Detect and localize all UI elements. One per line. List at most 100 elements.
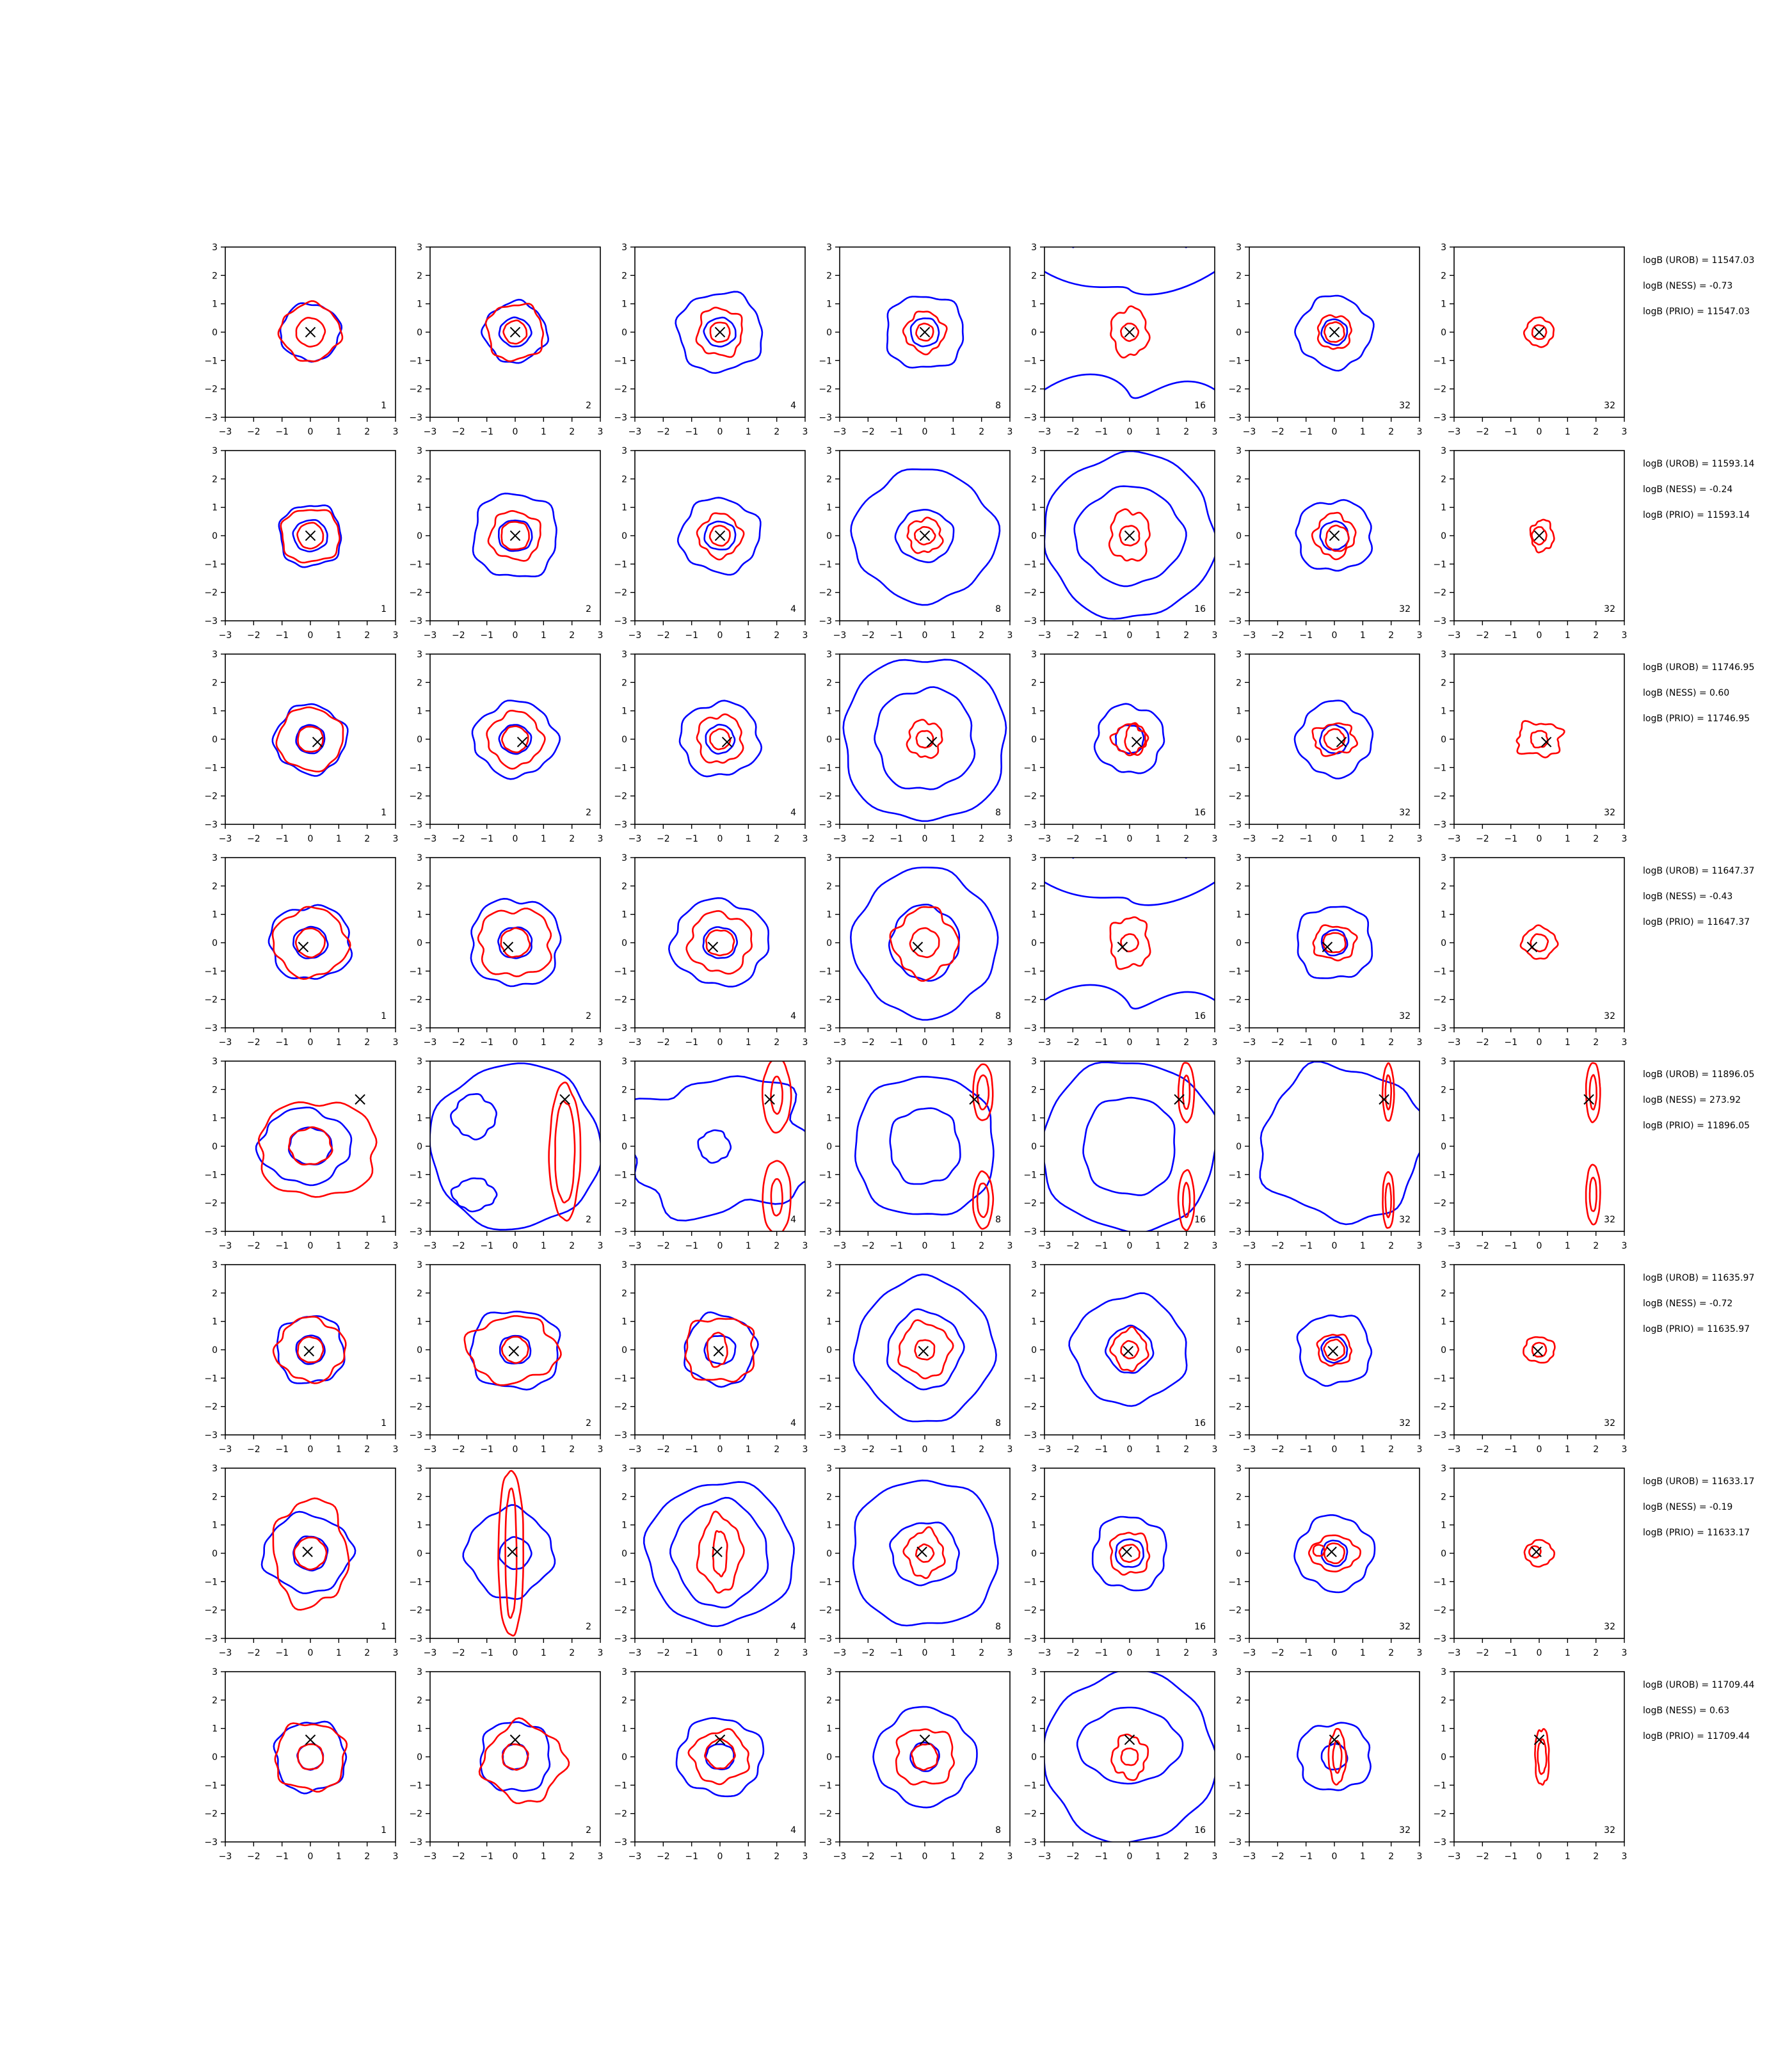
red-contour bbox=[915, 323, 934, 342]
x-tick-label: 1 bbox=[950, 1241, 956, 1251]
data-marker bbox=[1121, 1546, 1132, 1558]
data-marker bbox=[1583, 1094, 1594, 1105]
red-contour bbox=[297, 1743, 324, 1770]
y-tick-label: 1 bbox=[826, 910, 832, 920]
red-contour bbox=[909, 927, 940, 958]
plot-area bbox=[1259, 1061, 1420, 1229]
y-tick-label: 3 bbox=[1441, 1260, 1446, 1270]
x-tick-label: −3 bbox=[219, 1444, 232, 1455]
red-contour bbox=[288, 1126, 333, 1165]
x-tick-label: 3 bbox=[1417, 1444, 1423, 1455]
x-tick-label: 3 bbox=[1212, 427, 1218, 437]
red-contour bbox=[1384, 1182, 1392, 1219]
axes-frame bbox=[1044, 653, 1215, 825]
x-tick-label: 3 bbox=[803, 1037, 808, 1048]
y-tick-label: 2 bbox=[1031, 1695, 1037, 1706]
y-tick-label: −3 bbox=[1433, 1837, 1446, 1848]
y-tick-label: 1 bbox=[1236, 910, 1242, 920]
red-contour bbox=[1382, 1171, 1395, 1229]
panel-label: 1 bbox=[381, 604, 387, 614]
x-tick-label: 0 bbox=[1127, 1241, 1133, 1251]
y-tick-label: −1 bbox=[1228, 1780, 1242, 1791]
x-tick-label: 1 bbox=[1360, 1648, 1366, 1658]
y-tick-label: 1 bbox=[212, 1724, 218, 1734]
x-tick-label: −2 bbox=[1066, 1648, 1080, 1658]
blue-contour bbox=[675, 1717, 765, 1798]
x-tick-label: 2 bbox=[774, 1037, 780, 1048]
data-marker bbox=[1540, 737, 1552, 748]
red-contour bbox=[1523, 1336, 1556, 1364]
x-tick-label: 2 bbox=[1388, 1852, 1394, 1862]
y-tick-label: 1 bbox=[417, 1724, 422, 1734]
x-tick-label: −2 bbox=[452, 1037, 465, 1048]
figure-row: −3−3−2−2−1−1001122331−3−3−2−2−1−10011223… bbox=[204, 446, 1754, 641]
x-tick-label: 0 bbox=[308, 427, 314, 437]
x-tick-label: −3 bbox=[424, 630, 437, 641]
blue-contour bbox=[842, 659, 1007, 822]
x-tick-label: 2 bbox=[1388, 1241, 1394, 1251]
subplot: −3−3 −2 −2 −1 −1 0 0 1 1 2 2 3 3 32 bbox=[1433, 1667, 1627, 1862]
y-tick-label: 3 bbox=[417, 1464, 422, 1474]
y-tick-label: −3 bbox=[1433, 1430, 1446, 1441]
y-tick-label: 3 bbox=[1031, 1057, 1037, 1067]
panel-label: 32 bbox=[1604, 1011, 1615, 1021]
y-tick-label: 1 bbox=[826, 300, 832, 310]
plot-area bbox=[635, 1061, 805, 1231]
x-tick-label: −3 bbox=[219, 1241, 232, 1251]
subplot: −3−3 −2 −2 −1 −1 0 0 1 1 2 2 3 3 4 bbox=[614, 1260, 808, 1455]
y-tick-label: 2 bbox=[1236, 1492, 1242, 1502]
subplot: −3−3 −2 −2 −1 −1 0 0 1 1 2 2 3 3 4 bbox=[614, 243, 808, 437]
x-tick-label: 3 bbox=[1007, 630, 1013, 641]
blue-contour bbox=[479, 1721, 551, 1792]
y-tick-label: −3 bbox=[614, 1837, 627, 1848]
red-contour bbox=[708, 525, 731, 547]
x-tick-label: 3 bbox=[1212, 1852, 1218, 1862]
x-tick-label: 0 bbox=[1332, 1037, 1338, 1048]
plot-area bbox=[1293, 700, 1374, 780]
x-tick-label: −1 bbox=[1299, 1852, 1313, 1862]
red-contour bbox=[762, 1160, 792, 1231]
x-tick-label: −2 bbox=[452, 1444, 465, 1455]
y-tick-label: 1 bbox=[417, 910, 422, 920]
x-tick-label: 1 bbox=[950, 1648, 956, 1658]
x-tick-label: −1 bbox=[480, 1444, 493, 1455]
y-tick-label: −1 bbox=[409, 1577, 422, 1587]
y-tick-label: 0 bbox=[1031, 1752, 1037, 1763]
y-tick-label: −3 bbox=[204, 1430, 218, 1441]
blue-contour bbox=[470, 898, 562, 988]
x-tick-label: 2 bbox=[1183, 1241, 1189, 1251]
y-tick-label: 1 bbox=[621, 1724, 627, 1734]
data-marker bbox=[919, 1734, 931, 1745]
y-tick-label: 3 bbox=[1236, 243, 1242, 253]
x-tick-label: 3 bbox=[598, 1852, 604, 1862]
y-tick-label: −3 bbox=[204, 1837, 218, 1848]
y-tick-label: −1 bbox=[819, 559, 832, 570]
y-tick-label: −3 bbox=[614, 820, 627, 830]
y-tick-label: 2 bbox=[621, 474, 627, 484]
y-tick-label: 2 bbox=[621, 1085, 627, 1095]
y-tick-label: 0 bbox=[417, 328, 422, 338]
red-contour bbox=[1530, 730, 1549, 749]
x-tick-label: −1 bbox=[1094, 1852, 1108, 1862]
panel-label: 32 bbox=[1604, 1418, 1615, 1428]
subplot: −3−3 −2 −2 −1 −1 0 0 1 1 2 2 3 3 1 bbox=[204, 1260, 398, 1455]
x-tick-label: 2 bbox=[1183, 1444, 1189, 1455]
axes-frame bbox=[1249, 653, 1420, 825]
subplot: −3−3 −2 −2 −1 −1 0 0 1 1 2 2 3 3 2 bbox=[409, 853, 603, 1048]
x-tick-label: 2 bbox=[1388, 1648, 1394, 1658]
plot-area bbox=[462, 1469, 556, 1637]
x-tick-label: 2 bbox=[1183, 630, 1189, 641]
x-tick-label: 2 bbox=[364, 1037, 370, 1048]
y-tick-label: 1 bbox=[621, 1317, 627, 1327]
plot-area bbox=[1093, 703, 1165, 774]
x-tick-label: 0 bbox=[922, 427, 928, 437]
x-tick-label: 1 bbox=[1360, 427, 1366, 437]
x-tick-label: 1 bbox=[1155, 834, 1161, 844]
subplot: −3−3 −2 −2 −1 −1 0 0 1 1 2 2 3 3 2 bbox=[409, 243, 603, 437]
red-contour bbox=[911, 1743, 939, 1771]
panel-label: 32 bbox=[1399, 1011, 1411, 1021]
red-contour bbox=[906, 516, 944, 554]
logb-annotation: logB (NESS) = 273.92 bbox=[1643, 1095, 1741, 1105]
y-tick-label: 1 bbox=[1441, 1521, 1446, 1531]
y-tick-label: 2 bbox=[212, 1695, 218, 1706]
